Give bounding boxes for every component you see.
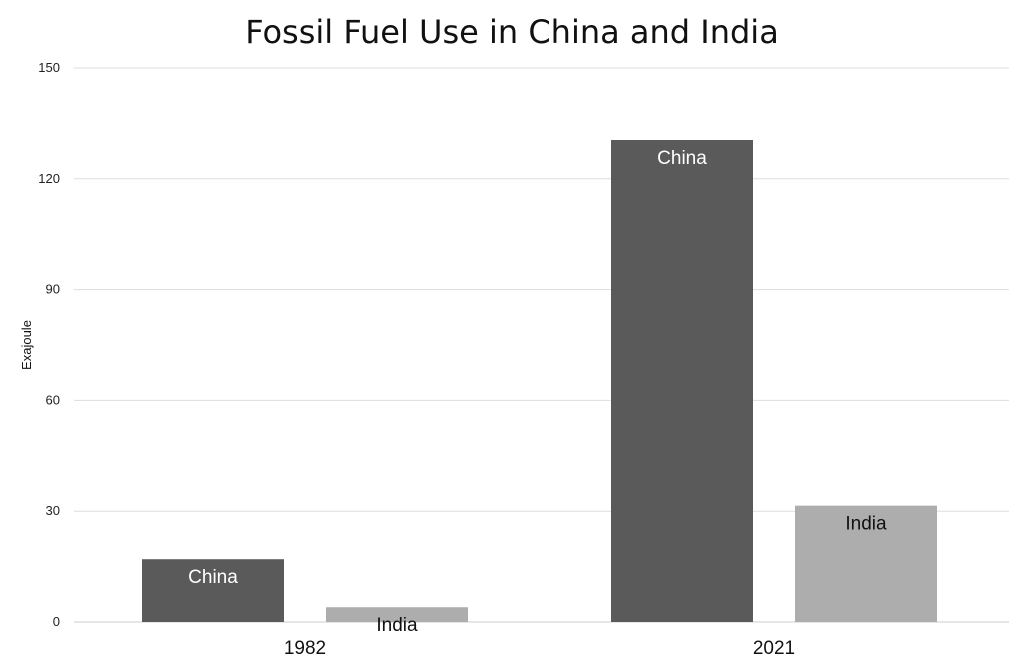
x-axis-categories: 1982 2021 (284, 638, 795, 659)
bar-label-china: China (657, 148, 707, 169)
x-category-label: 2021 (753, 638, 795, 659)
y-axis-label: Exajoule (19, 320, 34, 370)
y-tick-label: 150 (38, 60, 60, 75)
bar-india-1982 (326, 607, 468, 622)
bar-china-2021 (611, 140, 753, 622)
chart-title: Fossil Fuel Use in China and India (245, 13, 779, 51)
bar-label-china: China (188, 567, 238, 588)
bars: China India China India (142, 140, 937, 636)
y-tick-label: 0 (53, 614, 60, 629)
y-tick-label: 90 (46, 282, 60, 297)
y-tick-label: 60 (46, 392, 60, 407)
y-tick-label: 30 (46, 503, 60, 518)
bar-china-1982 (142, 559, 284, 622)
bar-label-india: India (845, 514, 887, 535)
y-tick-label: 120 (38, 171, 60, 186)
x-category-label: 1982 (284, 638, 326, 659)
bar-india-2021 (795, 505, 937, 622)
y-axis-ticks: 0 30 60 90 120 150 (38, 60, 60, 629)
bar-label-india: India (376, 615, 418, 636)
